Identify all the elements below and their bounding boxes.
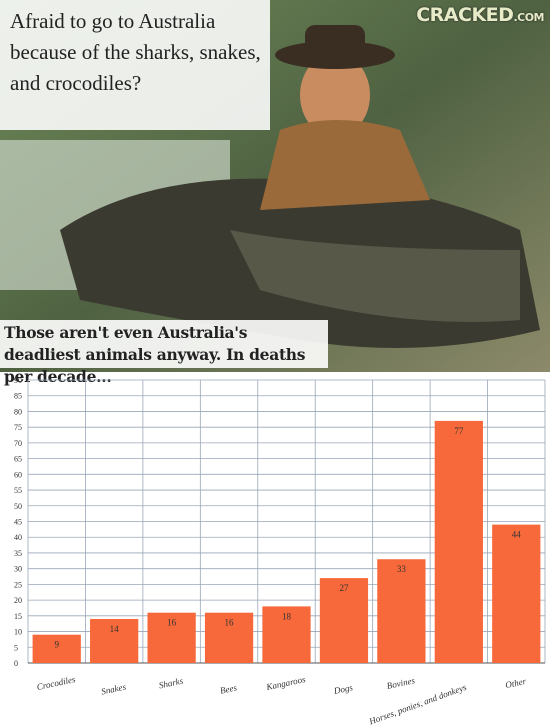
y-tick-label: 45: [14, 518, 22, 527]
value-label: 16: [167, 618, 177, 628]
bar: [377, 559, 426, 663]
chart-title: Those aren't even Australia's deadliest …: [0, 320, 328, 386]
y-tick-label: 15: [14, 612, 22, 621]
y-tick-label: 50: [14, 502, 22, 511]
y-tick-label: 80: [14, 407, 22, 416]
y-tick-label: 0: [14, 659, 18, 668]
headline: Afraid to go to Australia because of the…: [0, 0, 270, 130]
x-tick-label: Dogs: [332, 682, 354, 696]
x-tick-label: Crocodiles: [36, 674, 77, 692]
value-label: 9: [54, 640, 59, 650]
y-tick-label: 20: [14, 596, 22, 605]
logo: CRACKED.COM: [416, 4, 544, 26]
value-label: 27: [339, 583, 349, 593]
x-tick-label: Bovines: [386, 675, 416, 691]
value-label: 77: [454, 426, 464, 436]
x-tick-label: Kangaroos: [264, 674, 306, 692]
y-tick-label: 65: [14, 455, 22, 464]
x-tick-label: Other: [504, 676, 527, 690]
x-tick-label: Sharks: [158, 676, 185, 691]
chart: 0 5 10 15 20 25 30 35 40 45 50 55 60 65 70 75 80 85 90 Croc…: [14, 376, 546, 725]
value-label: 33: [397, 564, 407, 574]
bar: [204, 612, 254, 663]
bar: [147, 612, 196, 663]
bar: [434, 420, 483, 663]
x-tick-label: Horses, ponies, and donkeys: [367, 682, 468, 725]
value-label: 14: [110, 624, 120, 634]
bar: [90, 618, 139, 663]
value-label: 18: [282, 611, 292, 621]
logo-text: CRACKED: [416, 4, 514, 26]
y-tick-label: 70: [14, 439, 22, 448]
y-tick-label: 10: [14, 628, 22, 637]
y-tick-label: 35: [14, 549, 22, 558]
y-tick-label: 55: [14, 486, 22, 495]
bar: [492, 524, 541, 663]
y-tick-label: 40: [14, 533, 22, 542]
y-tick-label: 75: [14, 423, 22, 432]
y-tick-label: 25: [14, 580, 22, 589]
x-tick-label: Bees: [219, 682, 238, 695]
x-tick-label: Snakes: [100, 681, 127, 696]
y-tick-label: 5: [14, 643, 18, 652]
y-tick-label: 85: [14, 392, 22, 401]
logo-suffix: .COM: [513, 11, 544, 24]
y-tick-label: 30: [14, 565, 22, 574]
value-label: 16: [225, 618, 235, 628]
bar: [262, 606, 311, 663]
bar: [32, 634, 81, 663]
y-tick-label: 60: [14, 470, 22, 479]
value-label: 44: [512, 530, 522, 540]
bar: [319, 578, 369, 663]
y-tick-label: 90: [14, 376, 22, 385]
photo: [0, 0, 550, 372]
